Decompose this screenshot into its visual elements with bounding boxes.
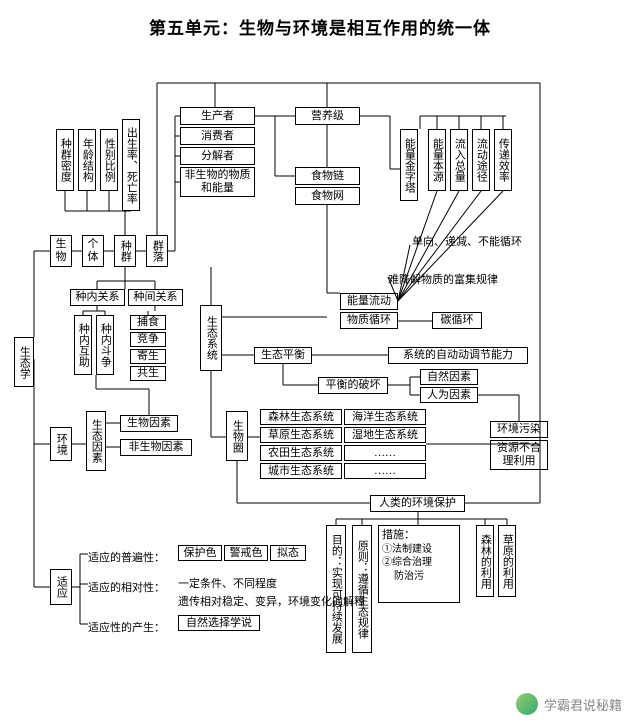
node-xitongzidong: 系统的自动动调节能力	[388, 347, 528, 364]
txt-chansheng: 适应性的产生：	[88, 619, 165, 635]
node-shengtaixue: 生态学	[14, 337, 34, 387]
node-shiwulian: 食物链	[295, 167, 360, 185]
watermark-text: 学霸君说秘籍	[544, 695, 622, 714]
node-huanjing: 环境	[50, 427, 72, 461]
node-tanxunhuan: 碳循环	[432, 312, 482, 329]
node-gongsheng: 共生	[130, 366, 166, 381]
node-haiyang: 海洋生态系统	[344, 409, 426, 425]
node-xiaofeizhe: 消费者	[180, 127, 255, 145]
node-caoyuan: 草原生态系统	[260, 427, 342, 443]
node-nitai: 拟态	[270, 545, 306, 561]
node-chusheng: 出生率、死亡率	[122, 119, 140, 211]
node-chengshi: 城市生态系统	[260, 463, 342, 479]
node-fswxinsu: 非生物因素	[120, 439, 192, 456]
node-nianling: 年龄结构	[78, 129, 96, 191]
node-shengtaixitong: 生态系统	[200, 305, 222, 371]
node-swxinsu: 生物因素	[120, 415, 178, 432]
node-liudong: 流动途径	[472, 129, 490, 191]
node-dots2: ……	[344, 463, 426, 479]
node-zhongneigx: 种内关系	[70, 289, 125, 306]
node-douzheng: 种内斗争	[96, 315, 114, 375]
node-mude: 目的：实现可持续发展	[326, 525, 346, 653]
node-jingzheng: 竞争	[130, 332, 166, 347]
node-senlinly: 森林的利用	[476, 525, 494, 597]
node-stxinsu: 生态因素	[86, 411, 106, 471]
node-cuoshi: 措施：	[382, 529, 456, 542]
node-jingjie: 警戒色	[224, 545, 268, 561]
node-stpingheng: 生态平衡	[254, 347, 312, 364]
txt-pubian: 适应的普遍性：	[88, 549, 165, 565]
node-xingbie: 性别比例	[100, 129, 118, 191]
watermark-icon	[516, 693, 538, 715]
node-shengwuquan: 生物圈	[226, 411, 248, 461]
node-shengchanzhe: 生产者	[180, 107, 255, 125]
concept-diagram: 生态学 生物 个体 种群 群落 种群密度 年龄结构 性别比例 出生率、死亡率 生…	[0, 49, 640, 689]
text-danxiang: 单向、递减、不能循环	[412, 235, 532, 250]
node-caoyuanly: 草原的利用	[498, 525, 516, 597]
node-cuoshi1: ①法制建设	[382, 544, 456, 556]
node-chuandi: 传递效率	[494, 129, 512, 191]
page-title: 第五单元：生物与环境是相互作用的统一体	[0, 0, 640, 49]
node-zhongqun: 种群	[114, 235, 136, 267]
node-wzxunhuan: 物质循环	[340, 312, 398, 329]
node-liuru: 流入总量	[450, 129, 468, 191]
text-nanjiangjie: 难降解物质的富集规律	[388, 271, 548, 287]
node-ziranxs: 自然因素	[420, 369, 478, 385]
node-phpohuai: 平衡的破坏	[318, 377, 388, 394]
node-renleihb: 人类的环境保护	[370, 495, 465, 512]
node-jinzita: 能量金字塔	[400, 129, 418, 201]
node-baohu: 保护色	[178, 545, 222, 561]
node-benyuan: 能量本源	[428, 129, 446, 191]
node-dots1: ……	[344, 445, 426, 461]
node-qunluo: 群落	[146, 235, 168, 267]
watermark: 学霸君说秘籍	[516, 693, 622, 715]
node-shiwuwang: 食物网	[295, 187, 360, 205]
node-cuoshi2: ②综合治理	[382, 557, 456, 569]
node-midu: 种群密度	[56, 129, 74, 191]
node-cuoshi3: 防治污	[382, 571, 456, 583]
txt-yichuan: 遗传相对稳定、变异，环境变化的解释	[178, 593, 365, 609]
node-shidi: 湿地生态系统	[344, 427, 426, 443]
node-geti: 个体	[82, 235, 104, 267]
node-zhongjiangx: 种间关系	[128, 289, 183, 306]
node-shengwu: 生物	[50, 235, 72, 267]
node-ziyuanbh: 资源不合理利用	[490, 440, 548, 470]
node-yingyangji: 营养级	[295, 107, 360, 125]
node-ziranxz: 自然选择学说	[178, 615, 260, 631]
node-renweixs: 人为因素	[420, 387, 478, 403]
node-cuoshi-box: 措施： ①法制建设 ②综合治理 防治污	[378, 525, 460, 603]
node-yuanze: 原则：遵循生态规律	[352, 525, 372, 653]
node-fenjiezhe: 分解者	[180, 147, 255, 165]
txt-xiangdui: 适应的相对性：	[88, 579, 165, 595]
node-feishengwu: 非生物的物质和能量	[180, 167, 255, 197]
node-shiying: 适应	[50, 569, 72, 605]
node-hjwuran: 环境污染	[490, 421, 548, 438]
txt-yiding: 一定条件、不同程度	[178, 575, 277, 591]
node-jisheng: 寄生	[130, 349, 166, 364]
node-senlin: 森林生态系统	[260, 409, 342, 425]
node-nlliudong: 能量流动	[340, 293, 398, 310]
node-huzhu: 种内互助	[74, 315, 92, 375]
node-nongtian: 农田生态系统	[260, 445, 342, 461]
node-bushi: 捕食	[130, 315, 166, 330]
